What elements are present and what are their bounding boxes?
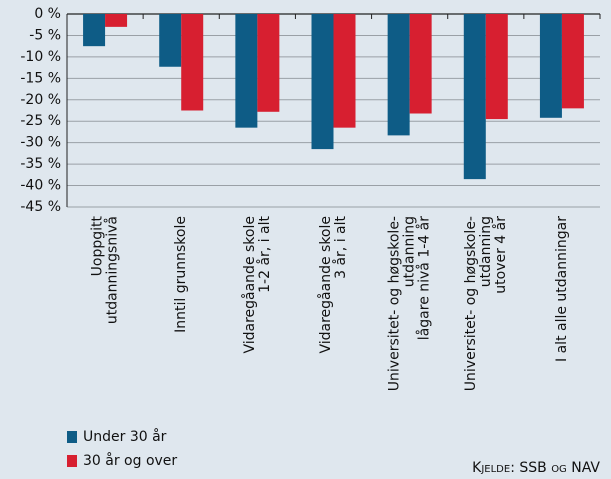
bar bbox=[333, 14, 356, 128]
x-tick-label: Uoppgitt bbox=[90, 215, 106, 276]
x-tick-label: utover 4 år bbox=[492, 216, 509, 294]
bar bbox=[83, 14, 106, 47]
x-tick-label: Universitet- og høgskole- bbox=[463, 216, 479, 391]
x-tick-label: utdanning bbox=[478, 216, 494, 287]
y-tick-label: -10 % bbox=[20, 49, 61, 65]
y-tick-label: -35 % bbox=[20, 156, 61, 172]
source: Kjelde: SSB og NAV bbox=[472, 460, 600, 476]
bar bbox=[409, 14, 432, 114]
bar bbox=[159, 14, 182, 67]
bar bbox=[181, 14, 204, 111]
bar bbox=[235, 14, 258, 128]
y-tick-label: -40 % bbox=[20, 178, 61, 194]
x-tick-label: Vidaregåande skole bbox=[241, 216, 258, 354]
bar bbox=[257, 14, 280, 112]
x-tick-label: lågare nivå 1-4 år bbox=[416, 216, 433, 340]
bar bbox=[539, 14, 562, 118]
y-tick-label: -45 % bbox=[20, 199, 61, 215]
x-tick-label: utdanningsnivå bbox=[104, 216, 121, 324]
y-tick-label: -25 % bbox=[20, 113, 61, 129]
y-tick-label: -20 % bbox=[20, 92, 61, 108]
y-tick-label: -5 % bbox=[29, 27, 61, 43]
x-tick-label: Universitet- og høgskole- bbox=[387, 216, 403, 391]
y-tick-label: 0 % bbox=[34, 6, 61, 22]
bar bbox=[485, 14, 508, 120]
x-tick-label: Vidaregåande skole bbox=[317, 216, 334, 354]
bar bbox=[387, 14, 410, 136]
legend-label: Under 30 år bbox=[83, 428, 167, 445]
x-tick-label: I alt alle utdanningar bbox=[554, 216, 570, 362]
bar bbox=[463, 14, 486, 180]
bar bbox=[311, 14, 334, 150]
legend-swatch bbox=[67, 455, 77, 467]
y-tick-label: -30 % bbox=[20, 135, 61, 151]
legend-swatch bbox=[67, 431, 77, 443]
x-tick-label: 3 år, i alt bbox=[332, 215, 349, 278]
x-tick-label: utdanning bbox=[402, 216, 418, 287]
x-tick-label: 1-2 år, i alt bbox=[256, 215, 273, 292]
x-tick-label: Inntil grunnskole bbox=[173, 216, 189, 333]
bar bbox=[105, 14, 128, 27]
bar bbox=[561, 14, 584, 109]
y-tick-label: -15 % bbox=[20, 70, 61, 86]
legend-label: 30 år og over bbox=[83, 452, 177, 469]
